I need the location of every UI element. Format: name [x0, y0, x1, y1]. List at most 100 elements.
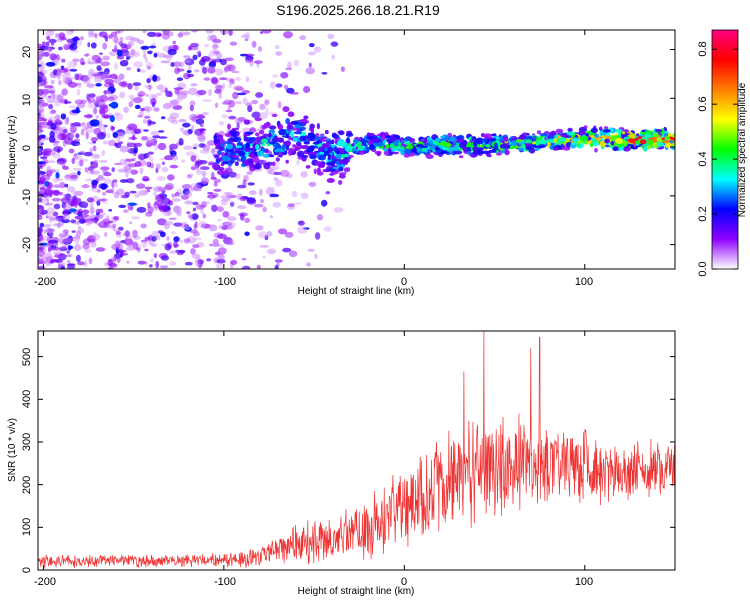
heatmap-cell — [171, 193, 176, 198]
heatmap-cell — [442, 149, 448, 154]
heatmap-cell — [130, 37, 140, 42]
heatmap-cell — [272, 201, 281, 208]
heatmap-cell — [88, 93, 96, 98]
heatmap-cell — [155, 260, 160, 269]
x-tick-label: 100 — [575, 576, 593, 588]
heatmap-cell — [75, 143, 81, 147]
heatmap-cell — [107, 259, 113, 266]
heatmap-cell — [647, 144, 652, 149]
heatmap-cell — [75, 106, 80, 114]
heatmap-cell — [145, 154, 151, 158]
heatmap-cell — [38, 142, 44, 146]
heatmap-cell — [331, 54, 335, 60]
heatmap-cell — [307, 51, 316, 56]
heatmap-cell — [112, 256, 118, 261]
heatmap-cell — [43, 224, 51, 228]
heatmap-cell — [251, 40, 257, 48]
heatmap-cell — [144, 261, 148, 265]
heatmap-cell — [318, 162, 325, 168]
heatmap-cell — [86, 197, 94, 203]
y-tick-label: 200 — [21, 476, 33, 494]
heatmap-cell — [59, 181, 66, 189]
heatmap-cell — [260, 143, 266, 147]
heatmap-cell — [91, 170, 101, 175]
heatmap-cell — [81, 121, 86, 126]
heatmap-cell — [571, 142, 578, 145]
heatmap-cell — [84, 167, 89, 173]
heatmap-cell — [538, 135, 543, 141]
heatmap-cell — [61, 218, 71, 224]
heatmap-cell — [215, 84, 223, 91]
heatmap-cell — [102, 42, 108, 50]
heatmap-cell — [102, 191, 107, 196]
heatmap-cell — [290, 121, 299, 125]
heatmap-cell — [66, 263, 76, 266]
heatmap-cell — [167, 116, 177, 123]
heatmap-cell — [125, 53, 135, 58]
heatmap-cell — [297, 150, 305, 157]
heatmap-cell — [228, 115, 237, 120]
heatmap-cell — [132, 230, 138, 238]
heatmap-cell — [153, 52, 158, 58]
heatmap-cell — [199, 128, 205, 134]
heatmap-cell — [210, 34, 217, 42]
heatmap-cell — [233, 85, 243, 91]
heatmap-cell — [253, 60, 263, 64]
heatmap-cell — [287, 111, 295, 117]
heatmap-cell — [267, 132, 272, 138]
heatmap-cell — [73, 62, 77, 66]
heatmap-cell — [151, 230, 159, 237]
heatmap-cell — [38, 64, 42, 67]
heatmap-cell — [267, 248, 276, 255]
y-tick-label: -10 — [21, 189, 33, 205]
heatmap-cell — [169, 250, 178, 254]
heatmap-cell — [51, 92, 56, 98]
heatmap-cell — [38, 246, 44, 251]
heatmap-cell — [125, 170, 129, 178]
heatmap-cell — [160, 60, 170, 64]
heatmap-cell — [96, 65, 102, 71]
heatmap-cell — [48, 230, 54, 238]
heatmap-cell — [142, 175, 150, 182]
heatmap-cell — [39, 187, 45, 191]
heatmap-cell — [268, 154, 275, 158]
heatmap-cell — [43, 137, 49, 140]
heatmap-cell — [346, 136, 351, 144]
heatmap-cell — [81, 213, 89, 217]
heatmap-cell — [243, 137, 249, 142]
heatmap-cell — [351, 143, 355, 147]
heatmap-cell — [320, 136, 325, 141]
heatmap-cell — [103, 35, 108, 39]
heatmap-cell — [54, 100, 61, 107]
colorbar-tick-label: 0.0 — [697, 261, 709, 276]
heatmap-cell — [94, 33, 98, 39]
heatmap-cell — [404, 148, 412, 154]
heatmap-cell — [89, 202, 94, 209]
heatmap-cell — [286, 124, 294, 130]
heatmap-cell — [46, 160, 56, 164]
heatmap-cell — [590, 127, 598, 133]
heatmap-cell — [92, 140, 96, 144]
heatmap-cell — [301, 155, 309, 158]
heatmap-cell — [202, 66, 208, 75]
heatmap-cell — [186, 211, 191, 215]
heatmap-cell — [126, 239, 131, 246]
heatmap-cell — [183, 59, 191, 63]
heatmap-cell — [184, 190, 193, 198]
heatmap-cell — [208, 224, 218, 232]
heatmap-cell — [630, 145, 635, 149]
heatmap-cell — [283, 31, 293, 39]
heatmap-cell — [205, 30, 214, 34]
heatmap-cell — [242, 179, 247, 187]
heatmap-cell — [566, 131, 575, 136]
heatmap-cell — [578, 130, 586, 136]
heatmap-cell — [185, 151, 195, 157]
heatmap-cell — [671, 134, 675, 138]
heatmap-cell — [315, 136, 321, 141]
heatmap-cell — [53, 254, 63, 258]
heatmap-cell — [263, 162, 271, 170]
heatmap-cell — [255, 132, 260, 137]
heatmap-cell — [157, 186, 166, 191]
heatmap-cell — [206, 200, 211, 205]
x-tick-label: -200 — [34, 576, 56, 588]
